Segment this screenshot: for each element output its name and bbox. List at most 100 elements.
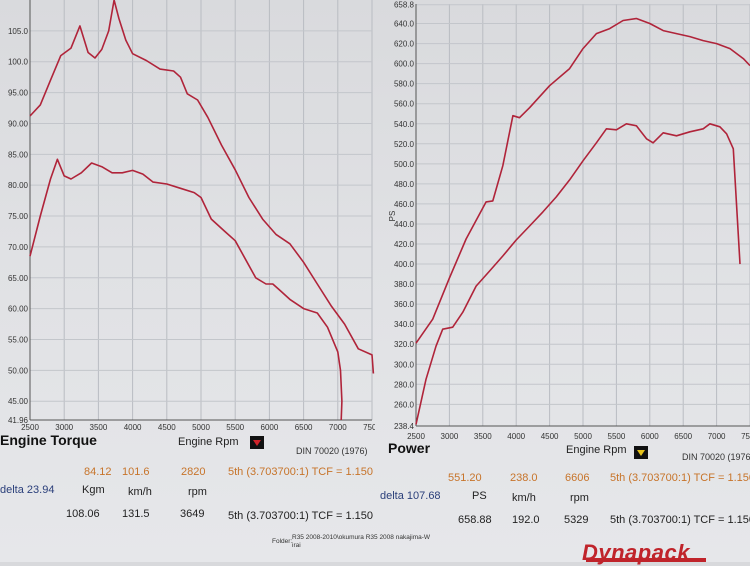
power-y-tick-label: 280.0 [394,380,415,389]
power-unit: PS [472,490,487,502]
power-y-tick-label: 500.0 [394,160,415,169]
torque-unit: Kgm [82,484,105,496]
torque-y-tick-label: 60.00 [8,305,29,314]
torque-delta: delta 23.94 [0,484,55,496]
power-cursor1-speed: 238.0 [510,472,538,484]
cursor-marker-red-icon [250,436,264,449]
torque-cursor2-gear: 5th (3.703700:1) TCF = 1.150 [228,510,374,522]
dynapack-logo: Dynapack [582,540,690,565]
power-x-tick-label: 4000 [507,432,525,441]
power-y-tick-label: 600.0 [394,60,415,69]
power-y-tick-label: 360.0 [394,300,415,309]
power-speed-unit: km/h [512,492,536,504]
power-x-tick-label: 6500 [674,432,692,441]
power-y-tick-label: 640.0 [394,20,415,29]
power-series-line-2 [415,123,741,425]
torque-series-line-1 [29,0,375,374]
power-cursor2-speed: 192.0 [512,514,540,526]
logo-underline [586,558,706,562]
power-y-tick-label: 340.0 [394,320,415,329]
torque-y-tick-label: 75.00 [8,212,29,221]
torque-y-tick-label: 105.0 [8,27,29,36]
torque-y-tick-label: 45.00 [8,397,29,406]
power-x-tick-label: 7000 [708,432,726,441]
torque-x-tick-label: 7500 [363,423,375,430]
power-series-line-1 [415,17,750,344]
power-y-tick-label: 658.8 [394,1,415,10]
power-y-tick-label: 480.0 [394,180,415,189]
torque-x-tick-label: 5500 [226,423,244,430]
power-cursor1-rpm: 6606 [565,472,590,484]
torque-y-tick-label: 65.00 [8,274,29,283]
torque-title: Engine Torque [0,432,97,448]
power-y-tick-label: 238.4 [394,422,415,431]
torque-x-tick-label: 4500 [158,423,176,430]
torque-x-tick-label: 2500 [21,423,39,430]
power-x-tick-label: 5500 [608,432,626,441]
torque-cursor1-speed: 101.6 [122,466,150,478]
power-y-tick-label: 380.0 [394,280,415,289]
power-y-tick-label: 300.0 [394,360,415,369]
torque-xlabel: Engine Rpm [178,436,239,448]
torque-x-tick-label: 7000 [329,423,347,430]
torque-cursor1-rpm: 2820 [181,466,206,478]
torque-rpm-unit: rpm [188,486,207,498]
power-delta: delta 107.68 [380,490,441,502]
power-x-tick-label: 7500 [741,432,750,441]
power-x-tick-label: 4500 [541,432,559,441]
torque-x-tick-label: 3500 [90,423,108,430]
torque-x-tick-label: 6500 [295,423,313,430]
torque-y-tick-label: 100.0 [8,58,29,67]
torque-cursor1-value: 84.12 [84,466,112,478]
power-y-tick-label: 460.0 [394,200,415,209]
torque-y-tick-label: 50.00 [8,366,29,375]
cursor-marker-yellow-icon [634,446,648,459]
power-rpm-unit: rpm [570,492,589,504]
power-y-tick-label: 540.0 [394,120,415,129]
folder-path: R35 2008-2010\okumura R35 2008 nakajima-… [292,534,431,541]
torque-y-tick-label: 95.00 [8,89,29,98]
torque-chart: 2500 3000 3500 4000 4500 5000 5500 6000 6500 7000… [8,0,375,430]
torque-speed-unit: km/h [128,486,152,498]
power-y-tick-label: 440.0 [394,220,415,229]
torque-y-tick-label: 55.00 [8,336,29,345]
power-din: DIN 70020 (1976 [682,452,750,462]
torque-y-tick-label: 80.00 [8,181,29,190]
torque-x-tick-label: 3000 [55,423,73,430]
power-y-label: PS [388,211,397,222]
torque-y-tick-label: 70.00 [8,243,29,252]
power-cursor2-rpm: 5329 [564,514,589,526]
torque-din: DIN 70020 (1976) [296,446,368,456]
power-y-tick-label: 560.0 [394,100,415,109]
power-x-tick-label: 5000 [574,432,592,441]
torque-cursor2-rpm: 3649 [180,508,205,520]
power-y-tick-label: 320.0 [394,340,415,349]
power-y-tick-label: 580.0 [394,80,415,89]
power-y-tick-label: 620.0 [394,40,415,49]
torque-y-tick-label: 85.00 [8,150,29,159]
power-cursor2-value: 658.88 [458,514,492,526]
torque-cursor2-value: 108.06 [66,508,100,520]
power-x-tick-label: 2500 [407,432,425,441]
power-xlabel: Engine Rpm [566,444,627,456]
power-cursor2-gear: 5th (3.703700:1) TCF = 1.150 [610,514,750,526]
torque-cursor2-speed: 131.5 [122,508,150,520]
torque-x-tick-label: 5000 [192,423,210,430]
folder-label: Folder: [272,538,293,545]
power-cursor1-value: 551.20 [448,472,482,484]
torque-y-tick-label: 90.00 [8,119,29,128]
power-y-tick-label: 520.0 [394,140,415,149]
power-title: Power [388,440,431,456]
power-y-tick-label: 420.0 [394,240,415,249]
power-y-tick-label: 260.0 [394,400,415,409]
folder-path-line2: irai [292,542,301,549]
torque-cursor1-gear: 5th (3.703700:1) TCF = 1.150 [228,466,374,478]
power-x-tick-label: 3500 [474,432,492,441]
power-chart: 2500 3000 3500 4000 4500 5000 5500 6000 6500 7000… [388,1,750,441]
power-x-tick-label: 3000 [441,432,459,441]
power-y-tick-label: 400.0 [394,260,415,269]
torque-series-line-2 [29,158,343,421]
torque-y-tick-label: 41.96 [8,416,29,425]
torque-x-tick-label: 6000 [261,423,279,430]
